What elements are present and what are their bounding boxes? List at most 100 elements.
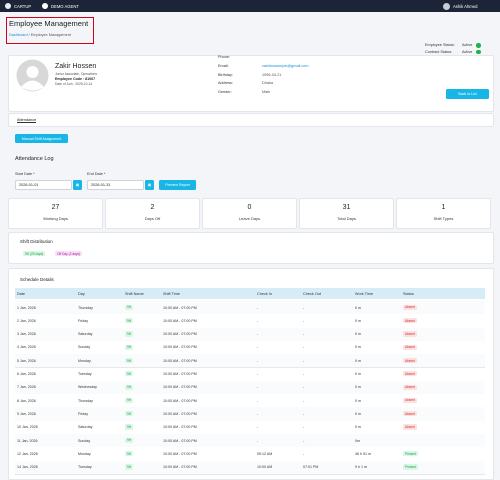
column-header: Date [17,291,26,296]
shift-badge: 9H [125,411,134,417]
table-cell: 0 m [355,345,361,350]
tab[interactable]: Attendance [17,118,37,123]
calendar-button[interactable]: ▦ [145,180,154,190]
user-name[interactable]: Ashik Ahmed [453,4,478,9]
status-label: Employee Status: [425,43,455,47]
table-cell: 10:00 AM - 07:00 PM [163,451,197,456]
contact-label: Address: [218,81,233,85]
shift-badge: 9H [125,331,134,337]
start-date-input[interactable]: 2026-01-01 [15,180,72,190]
table-cell: - [303,438,305,443]
table-cell: Saturday [78,332,93,337]
table-cell: - [303,358,305,363]
table-cell: - [257,358,259,363]
status-value: Active [462,43,473,47]
breadcrumb-current: Employee Management [30,33,71,37]
breadcrumb-separator: / [28,33,30,37]
column-header: Shift Name [125,291,144,296]
table-cell: - [257,398,259,403]
table-row: 3 Jan, 2026 Saturday 9H 10:00 AM - 07:00 PM… [15,327,485,342]
table-cell: 6 Jan, 2026 [17,372,36,376]
table-cell: 12 Jan, 2026 [17,451,38,456]
stat-label: Total Days [337,216,356,221]
shift-badge: 9H [125,464,134,470]
table-cell: - [257,305,259,310]
profile-card [8,55,494,112]
calendar-button[interactable]: ▦ [73,180,82,190]
table-cell: - [257,438,259,443]
table-cell: 5 Jan, 2026 [17,358,36,363]
table-row: 10 Jan, 2026 Saturday 9H 10:00 AM - 07:00 P… [15,420,485,435]
table-cell: Tuesday [78,372,92,376]
table-row: 1 Jan, 2026 Thursday 9H 10:00 AM - 07:00 PM… [15,301,485,316]
column-header: Day [78,291,85,296]
stat-card: 31 Total Days [299,198,394,229]
table-cell: - [303,398,305,403]
table-cell: Sunday [78,345,91,350]
stat-value: 2 [150,204,155,211]
table-cell: 10:00 AM - 07:00 PM [163,332,197,337]
stat-value: 27 [51,204,60,211]
table-cell: Sunday [78,438,91,443]
card-title: Schedule Details [20,277,54,282]
status-badge: Absent [403,371,417,377]
table-cell: 2 Jan, 2026 [17,318,36,323]
status-badge: Absent [403,411,417,417]
table-cell: 10:00 AM - 07:00 PM [163,345,197,350]
table-row: 7 Jan, 2026 Wednesday 9H 10:00 AM - 07:00 P… [15,380,485,396]
status-value: Active [462,49,473,54]
table-cell: 0 m [355,305,361,310]
breadcrumb-link[interactable]: Dashboard [9,33,28,37]
column-header: Check Out [303,291,321,296]
off-day-badge: Off Day (2 days) [55,251,83,257]
shift-badge: 9H [125,344,134,350]
table-cell: Friday [78,318,88,323]
table-cell: 10:00 AM - 07:00 PM [163,385,197,390]
tab-bar: Attendance [8,113,494,127]
table-cell: 09:12 AM [257,451,273,456]
agent-logo [42,3,48,9]
table-row: 11 Jan, 2026 Sunday 9H 10:00 AM - 07:00 PM -… [15,434,485,449]
column-header: Work Time [355,291,374,296]
status-badge: Present [403,464,418,470]
stat-label: Leave Days [238,216,261,221]
table-cell: 3 Jan, 2026 [17,332,36,337]
table-cell: 14 Jan, 2026 [17,465,38,470]
table-row: 6 Jan, 2026 Tuesday 9H 10:00 AM - 07:00 PM -… [15,367,485,382]
table-cell: - [303,411,305,416]
table-cell: 8 Jan, 2026 [17,398,36,403]
contact-label: Phone: [218,55,231,59]
user-avatar[interactable] [443,2,450,10]
table-cell: - [303,332,305,337]
table-cell: 0 m [355,332,361,337]
shift-badge: 9H (29 days) [23,251,46,257]
section-title: Attendance Log [15,156,54,162]
table-row: 8 Jan, 2026 Thursday 9H 10:00 AM - 07:00 PM… [15,394,485,409]
column-header: Shift Time [163,291,180,296]
table-cell: 9 h 1 m [355,465,367,470]
brand-name[interactable]: CARTUP [14,4,32,9]
table-cell: 10 Jan, 2026 [17,425,38,430]
table-cell: 07:01 PM [303,465,319,470]
manual-shift-button[interactable]: Manual Shift Assignment [15,134,68,143]
shift-badge: 9H [125,437,134,443]
table-cell: Monday [78,358,91,363]
end-date-input[interactable]: 2026-01-31 [87,180,144,190]
table-cell: - [257,411,259,416]
table-cell: Saturday [78,425,93,430]
shift-badge: 9H [125,304,134,310]
preview-button[interactable]: Preview Report [159,180,196,190]
table-cell: 0 m [355,318,361,323]
back-button[interactable]: Back to List [446,89,489,99]
contact-value: zakirhossenjob@gmail.com [262,64,309,68]
shift-distribution-card: Shift Distribution 9H (29 days) Off Day … [8,232,494,264]
status-badge: Absent [403,331,417,337]
shift-badge: 9H [125,318,134,324]
agent-name[interactable]: DEMO AGENT [51,4,79,9]
shift-badge: 9H [125,424,134,430]
table-cell: Thursday [78,398,93,403]
table-cell: 0 m [355,398,361,403]
table-cell: 10:00 AM - 07:00 PM [163,318,197,323]
table-row: 12 Jan, 2026 Monday 9H 10:00 AM - 07:00 PM 0… [15,447,485,462]
table-row: 9 Jan, 2026 Friday 9H 10:00 AM - 07:00 PM - -… [15,407,485,422]
